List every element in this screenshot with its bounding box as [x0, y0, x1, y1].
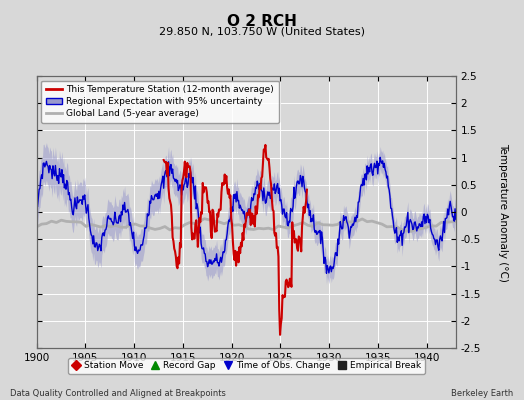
Legend: This Temperature Station (12-month average), Regional Expectation with 95% uncer: This Temperature Station (12-month avera… — [41, 80, 279, 123]
Y-axis label: Temperature Anomaly (°C): Temperature Anomaly (°C) — [498, 142, 508, 282]
Legend: Station Move, Record Gap, Time of Obs. Change, Empirical Break: Station Move, Record Gap, Time of Obs. C… — [68, 358, 425, 374]
Text: O 2 RCH: O 2 RCH — [227, 14, 297, 29]
Text: 29.850 N, 103.750 W (United States): 29.850 N, 103.750 W (United States) — [159, 26, 365, 36]
Text: Data Quality Controlled and Aligned at Breakpoints: Data Quality Controlled and Aligned at B… — [10, 389, 226, 398]
Text: Berkeley Earth: Berkeley Earth — [451, 389, 514, 398]
